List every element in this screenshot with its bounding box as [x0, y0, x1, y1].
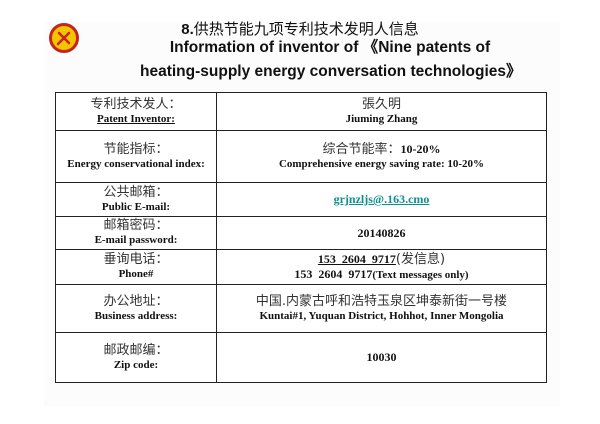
table-row: 专利技术发人： Patent Inventor: 張久明 Jiuming Zhang	[55, 92, 547, 131]
company-logo	[49, 23, 79, 53]
label-cn: 公共邮箱：	[103, 184, 169, 200]
label-cn: 邮箱密码：	[103, 218, 169, 233]
zip-value: 10030	[366, 350, 397, 364]
table-row: 办公地址： Business address: 中国.内蒙古呼和浩特玉泉区坤泰新街…	[55, 284, 547, 333]
table-row: 邮政邮编： Zip code: 10030	[55, 332, 547, 383]
value-en: Kuntai#1, Yuquan District, Hohhot, Inner…	[259, 309, 504, 322]
phone-number: 153 2604 9717	[317, 252, 396, 266]
value-num: 10-20%	[400, 142, 441, 156]
value-en: Jiuming Zhang	[345, 112, 418, 125]
label-cn: 专利技术发人：	[90, 96, 182, 112]
email-link[interactable]: grjnzljs@.163.cmo	[333, 192, 430, 206]
value-cn: 中国.内蒙古呼和浩特玉泉区坤泰新街一号楼	[255, 293, 508, 309]
title-chinese: 8.供热节能九项专利技术发明人信息	[181, 21, 419, 38]
label-en: Zip code:	[113, 358, 159, 371]
phone-note: (Text messages only)	[372, 269, 469, 281]
table-row: 邮箱密码： E-mail password: 20140826	[55, 216, 547, 250]
table-row: 公共邮箱： Public E-mail: grjnzljs@.163.cmo	[55, 182, 547, 217]
label-cn: 垂询电话：	[103, 252, 169, 267]
value-cn: 張久明	[361, 96, 401, 112]
phone-number: 153 2604 9717	[294, 267, 373, 281]
label-cn: 办公地址：	[103, 293, 169, 309]
wrench-icon	[56, 31, 71, 46]
label-cn: 邮政邮编：	[103, 342, 169, 358]
value-cn: 综合节能率：	[322, 142, 401, 157]
table-row: 垂询电话： Phone# 153 2604 9717(发信息) 153 2604 9…	[55, 249, 547, 285]
table-row: 节能指标： Energy conservational index: 综合节能率：…	[55, 130, 547, 183]
label-en: Energy conservational index:	[67, 157, 205, 170]
label-en: Phone#	[118, 268, 154, 280]
value-en: Comprehensive energy saving rate: 10-20%	[278, 158, 485, 170]
phone-note: (发信息)	[395, 252, 446, 267]
label-en: Patent Inventor:	[97, 112, 175, 125]
label-cn: 节能指标：	[103, 141, 169, 157]
label-en: Business address:	[94, 309, 178, 322]
label-en: E-mail password:	[94, 234, 178, 246]
password-value: 20140826	[357, 225, 406, 240]
inventor-info-table: 专利技术发人： Patent Inventor: 張久明 Jiuming Zhang…	[55, 92, 547, 383]
label-en: Public E-mail:	[101, 200, 171, 213]
title-english: Information of inventor of 《Nine patents…	[140, 39, 520, 80]
